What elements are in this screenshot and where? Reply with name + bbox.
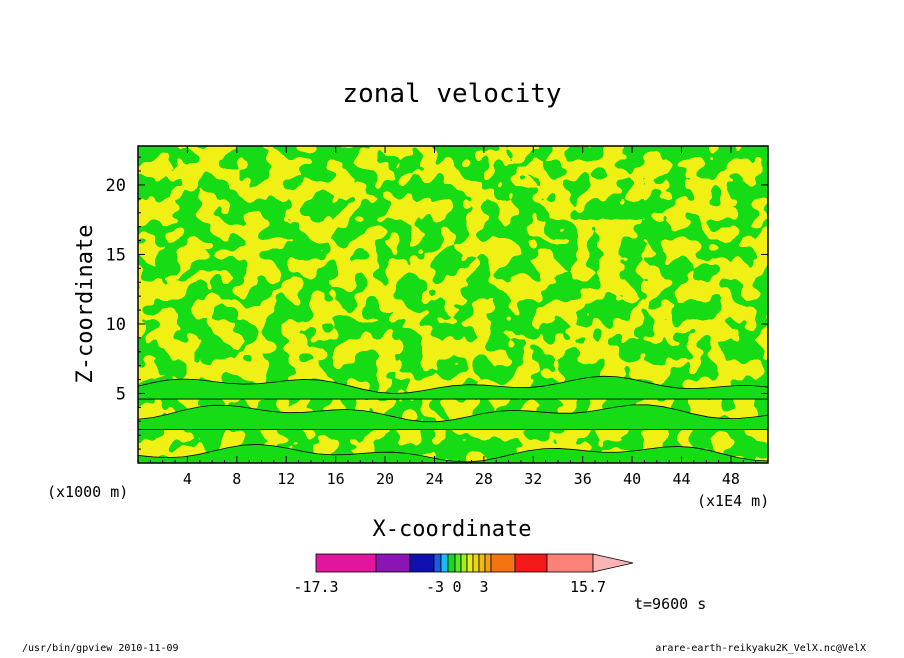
colorbar-tick-label: -3 bbox=[426, 578, 444, 596]
x-tick-label: 4 bbox=[183, 470, 192, 488]
chart-title: zonal velocity bbox=[342, 79, 561, 109]
y-tick-label: 10 bbox=[106, 315, 126, 335]
x-tick-label: 12 bbox=[277, 470, 295, 488]
colorbar-tick-labels: -3 0 3 bbox=[426, 578, 489, 596]
colorbar-arrow bbox=[593, 554, 633, 572]
footer-source: arare-earth-reikyaku2K_VelX.nc@VelX bbox=[655, 643, 866, 654]
x-tick-label: 40 bbox=[623, 470, 641, 488]
x-tick-label: 8 bbox=[232, 470, 241, 488]
x-unit-label: (x1E4 m) bbox=[697, 492, 769, 510]
y-tick-label: 20 bbox=[106, 176, 126, 196]
x-tick-label: 28 bbox=[475, 470, 493, 488]
colorbar-segment bbox=[316, 554, 376, 572]
x-tick-label: 16 bbox=[327, 470, 345, 488]
colorbar-segment bbox=[434, 554, 441, 572]
x-tick-label: 32 bbox=[524, 470, 542, 488]
x-tick-label: 44 bbox=[672, 470, 690, 488]
colorbar-segment bbox=[467, 554, 473, 572]
colorbar-segment bbox=[376, 554, 410, 572]
colorbar-max-label: 15.7 bbox=[570, 578, 606, 596]
footer-program: /usr/bin/gpview 2010-11-09 bbox=[22, 643, 179, 654]
y-tick-label: 5 bbox=[116, 384, 126, 404]
colorbar-segment bbox=[473, 554, 479, 572]
colorbar-segment bbox=[448, 554, 455, 572]
colorbar-tick-label: 3 bbox=[479, 578, 488, 596]
x-tick-label: 20 bbox=[376, 470, 394, 488]
colorbar-segment bbox=[491, 554, 515, 572]
colorbar-segment bbox=[461, 554, 467, 572]
colorbar-segment bbox=[515, 554, 547, 572]
plot-area bbox=[138, 146, 768, 463]
time-label: t=9600 s bbox=[634, 595, 706, 613]
colorbar-segment bbox=[410, 554, 434, 572]
colorbar-segment bbox=[547, 554, 593, 572]
colorbar-segment bbox=[455, 554, 461, 572]
x-tick-label: 36 bbox=[574, 470, 592, 488]
colorbar-segment bbox=[485, 554, 491, 572]
colorbar-segment bbox=[479, 554, 485, 572]
x-tick-label: 48 bbox=[722, 470, 740, 488]
colorbar-segment bbox=[441, 554, 448, 572]
y-axis-title: Z-coordinate bbox=[73, 225, 98, 384]
colorbar bbox=[316, 554, 633, 572]
x-tick-label: 24 bbox=[425, 470, 443, 488]
x-axis-title: X-coordinate bbox=[373, 517, 532, 542]
colorbar-min-label: -17.3 bbox=[293, 578, 338, 596]
y-tick-label: 15 bbox=[106, 245, 126, 265]
y-unit-label: (x1000 m) bbox=[47, 483, 128, 501]
colorbar-tick-label: 0 bbox=[452, 578, 461, 596]
